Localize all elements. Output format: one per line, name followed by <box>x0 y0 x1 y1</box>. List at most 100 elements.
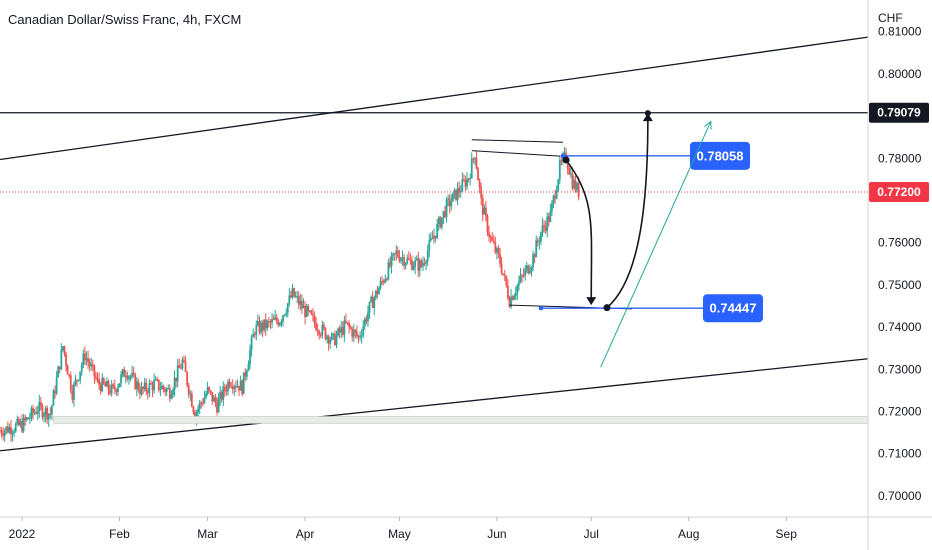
candle-body <box>385 278 388 280</box>
candle-body <box>392 253 395 256</box>
candle-body <box>557 179 560 191</box>
price-tick-label: 0.78000 <box>878 151 922 165</box>
time-tick-label: Feb <box>109 527 130 541</box>
candle-body <box>403 257 406 266</box>
candle-body <box>532 254 534 268</box>
candle-body <box>568 168 571 175</box>
candle-body <box>334 333 336 346</box>
candle-body <box>562 155 564 162</box>
candle-body <box>8 427 11 433</box>
candle-body <box>217 399 220 413</box>
last-price-tag <box>869 182 929 203</box>
candle-body <box>335 335 338 346</box>
candle-body <box>212 397 215 402</box>
candle-body <box>39 401 42 406</box>
candle-body <box>195 412 198 420</box>
candle-body <box>378 288 380 295</box>
candle-body <box>183 359 185 362</box>
time-axis[interactable]: 2022 Feb Mar Apr May Jun Jul Aug Sep <box>0 516 932 541</box>
candle-body <box>54 390 56 394</box>
candle-body <box>93 364 96 377</box>
candle-body <box>513 295 516 300</box>
candle-body <box>255 324 258 335</box>
candle-body <box>184 361 187 372</box>
candle-body <box>0 430 3 434</box>
candle-body <box>137 381 140 391</box>
candle-body <box>57 366 60 378</box>
candle-body <box>61 346 64 350</box>
lower-channel-line <box>0 358 869 452</box>
candle-body <box>297 296 300 305</box>
candle-body <box>340 326 343 333</box>
candle-body <box>555 190 558 199</box>
candle-body <box>319 334 322 336</box>
plot-area[interactable]: 0.78058 0.74447 <box>0 0 869 517</box>
candle-body <box>305 306 308 318</box>
candle-body <box>573 180 575 189</box>
candle-body <box>209 390 212 393</box>
candle-body <box>367 312 369 322</box>
candle-body <box>145 382 148 391</box>
candle-body <box>478 180 481 188</box>
candle-body <box>351 328 354 337</box>
candle-body <box>35 412 38 414</box>
candle-body <box>352 329 355 337</box>
candle-body <box>374 290 377 298</box>
candle-body <box>327 336 330 344</box>
candle-body <box>290 295 292 298</box>
candle-body <box>233 386 236 389</box>
time-tick-label: Sep <box>776 527 798 541</box>
candle-body <box>79 371 82 380</box>
candle-body <box>234 386 237 388</box>
candle-body <box>190 393 193 407</box>
candle-body <box>301 300 303 309</box>
candle-body <box>396 250 399 257</box>
candle-body <box>82 353 85 365</box>
candle-body <box>71 390 74 400</box>
candle-body <box>113 386 116 390</box>
candle-body <box>442 210 445 218</box>
candle-body <box>230 385 233 387</box>
candle-body <box>423 263 426 265</box>
candle-body <box>422 263 424 267</box>
candle-body <box>172 389 174 395</box>
candle-body <box>186 371 189 385</box>
candle-body <box>0 430 1 432</box>
price-axis-ticks: 0.81000 0.80000 0.78000 0.76000 0.75000 0.740… <box>878 25 922 503</box>
candle-body <box>488 232 490 237</box>
support-zone <box>53 416 869 424</box>
candle-body <box>267 321 270 323</box>
candle-body <box>484 207 487 216</box>
candle-body <box>360 335 363 337</box>
candle-body <box>345 320 347 323</box>
candle-body <box>407 258 410 260</box>
candle-body <box>323 324 325 329</box>
target-price-callout <box>703 294 763 323</box>
candle-body <box>299 300 302 305</box>
candle-body <box>142 386 144 390</box>
price-tick-label: 0.80000 <box>878 67 922 81</box>
candle-body <box>225 390 228 392</box>
candle-body <box>533 254 536 258</box>
candle-body <box>536 240 539 243</box>
candle-body <box>318 331 321 335</box>
candle-body <box>464 180 467 187</box>
candle-body <box>404 263 407 266</box>
price-axis[interactable]: CHF 0.810000.800000.780000.760000.750000… <box>867 0 932 550</box>
candle-body <box>238 385 240 391</box>
candle-body <box>76 379 78 381</box>
candle-body <box>41 405 44 418</box>
time-tick-label: Apr <box>296 527 315 541</box>
divergence-line <box>471 139 563 143</box>
price-tick-label: 0.71000 <box>878 447 922 461</box>
candle-body <box>473 157 476 159</box>
candle-body <box>447 198 450 200</box>
candle-body <box>540 232 542 242</box>
candle-body <box>104 383 107 387</box>
candle-body <box>123 369 126 377</box>
candle-body <box>10 427 12 435</box>
candle-body <box>179 368 182 370</box>
time-axis-ticks: 2022 Feb Mar Apr May Jun Jul Aug Sep <box>9 517 798 541</box>
candle-body <box>120 374 122 384</box>
